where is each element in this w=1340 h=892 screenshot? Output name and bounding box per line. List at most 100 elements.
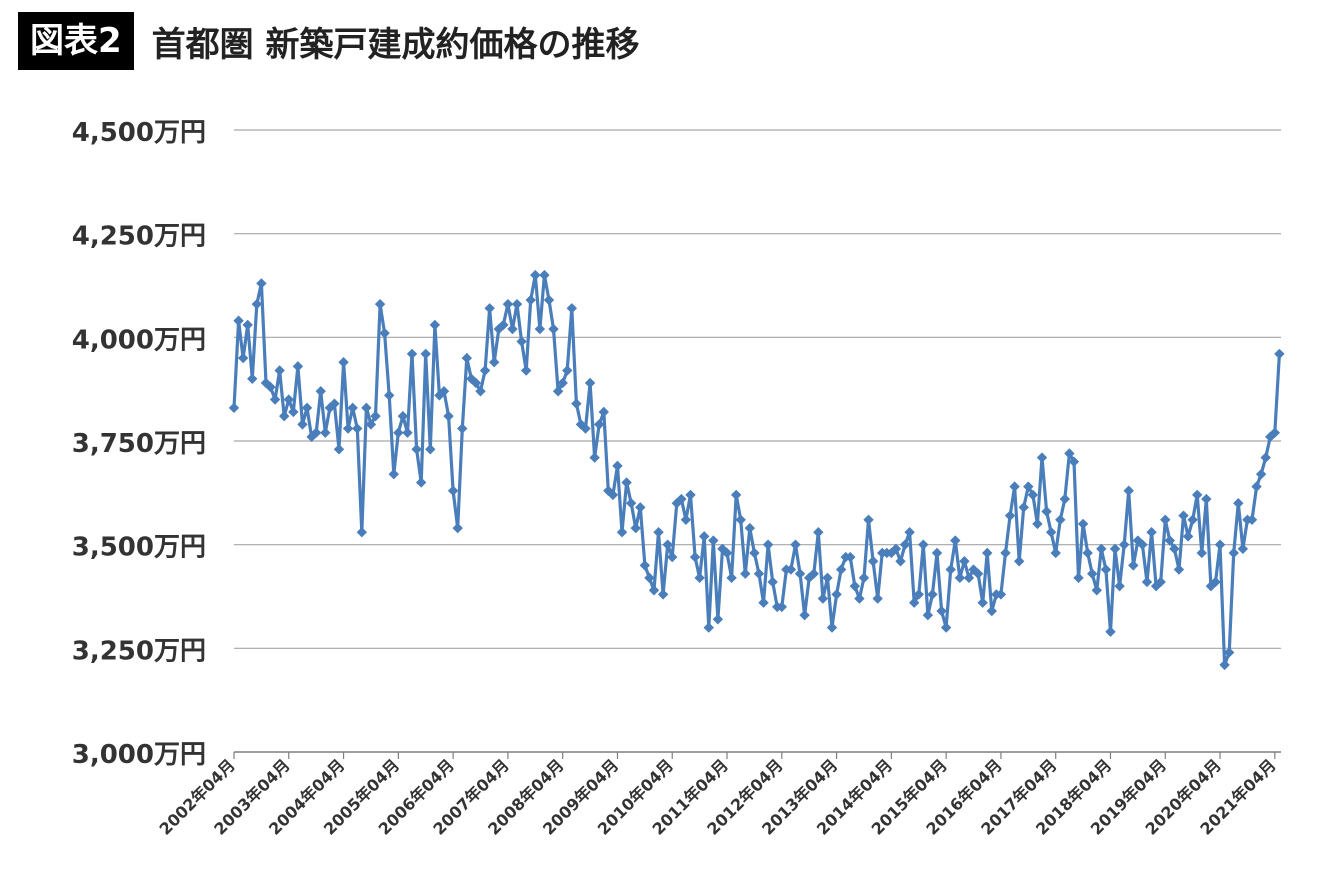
- data-point: [1269, 427, 1281, 438]
- data-point: [356, 527, 368, 538]
- data-point: [794, 568, 806, 579]
- data-point: [721, 547, 733, 559]
- data-point: [1150, 580, 1162, 592]
- data-point: [895, 556, 906, 567]
- data-point: [498, 319, 509, 331]
- data-point: [589, 452, 600, 463]
- data-point: [899, 539, 911, 550]
- data-point: [566, 303, 578, 314]
- data-point: [717, 543, 728, 555]
- data-point: [329, 398, 340, 409]
- data-point: [516, 336, 527, 347]
- data-point: [931, 547, 943, 559]
- data-point: [447, 485, 459, 496]
- data-point: [676, 493, 687, 505]
- data-point: [1205, 580, 1217, 592]
- data-point: [657, 589, 669, 600]
- data-point: [562, 365, 573, 376]
- data-point: [644, 572, 655, 584]
- data-point: [612, 460, 623, 472]
- data-point: [603, 485, 614, 496]
- data-point: [342, 423, 354, 434]
- data-point: [735, 514, 746, 525]
- data-point: [662, 539, 673, 550]
- data-point: [950, 535, 961, 546]
- data-point: [1155, 576, 1166, 588]
- data-point: [680, 514, 692, 525]
- data-point: [858, 572, 870, 584]
- data-point: [1087, 568, 1098, 579]
- y-axis-labels: 4,500万円 4,250万円 4,000万円 3,750万円 3,500万円 3,250…: [72, 118, 206, 770]
- data-point: [982, 547, 993, 559]
- data-point: [552, 386, 564, 397]
- data-point: [539, 269, 550, 281]
- data-point: [406, 348, 418, 360]
- data-point: [525, 294, 536, 306]
- data-point: [1210, 576, 1221, 588]
- data-point: [502, 298, 514, 310]
- data-point: [1128, 560, 1139, 571]
- data-point: [256, 278, 267, 289]
- data-point: [1246, 514, 1258, 525]
- data-point: [429, 319, 441, 331]
- data-point: [571, 398, 582, 409]
- data-point: [822, 572, 833, 584]
- data-point: [265, 381, 276, 393]
- data-point: [580, 423, 591, 434]
- x-axis: [233, 751, 1281, 759]
- data-point: [1027, 489, 1039, 501]
- data-point: [425, 444, 436, 455]
- data-point: [1041, 506, 1052, 517]
- data-point: [685, 489, 696, 501]
- data-point: [1219, 659, 1230, 671]
- data-point: [365, 419, 377, 430]
- data-point: [918, 539, 929, 550]
- data-point: [698, 531, 710, 542]
- data-point: [813, 527, 824, 538]
- data-point: [986, 605, 997, 617]
- data-point: [1173, 564, 1185, 575]
- data-point: [1251, 481, 1262, 492]
- data-point: [826, 622, 838, 633]
- data-point: [749, 547, 760, 559]
- data-point: [347, 402, 358, 414]
- data-point: [872, 593, 883, 604]
- data-point: [753, 568, 765, 579]
- data-point: [1137, 539, 1148, 550]
- data-point: [940, 622, 952, 633]
- data-point: [237, 352, 249, 364]
- data-point: [338, 357, 349, 368]
- data-point: [279, 410, 290, 422]
- data-point: [520, 365, 532, 376]
- gridlines: [234, 129, 1281, 649]
- data-point: [776, 601, 787, 613]
- data-point: [1260, 452, 1271, 463]
- data-point: [726, 572, 737, 584]
- y-tick-label: 3,000万円: [72, 740, 206, 770]
- data-point: [616, 527, 628, 538]
- data-point: [1077, 518, 1089, 530]
- data-point: [507, 323, 518, 335]
- data-point: [995, 589, 1007, 600]
- data-point: [790, 539, 801, 550]
- data-point: [379, 327, 390, 339]
- data-point: [1237, 543, 1249, 555]
- data-point: [292, 361, 304, 372]
- data-point: [712, 614, 724, 625]
- data-point: [288, 406, 299, 418]
- data-point: [977, 597, 988, 608]
- data-point: [653, 527, 664, 538]
- data-point: [352, 423, 363, 434]
- data-point: [411, 444, 422, 455]
- data-point: [785, 564, 797, 575]
- data-point: [621, 477, 632, 488]
- data-point: [854, 593, 865, 604]
- data-point: [1000, 547, 1011, 559]
- data-point: [443, 410, 454, 422]
- data-point: [635, 502, 646, 513]
- data-point: [247, 373, 258, 384]
- series-polyline: [232, 273, 1281, 667]
- data-point: [543, 294, 555, 306]
- data-point: [849, 580, 861, 592]
- series-markers: [228, 269, 1285, 671]
